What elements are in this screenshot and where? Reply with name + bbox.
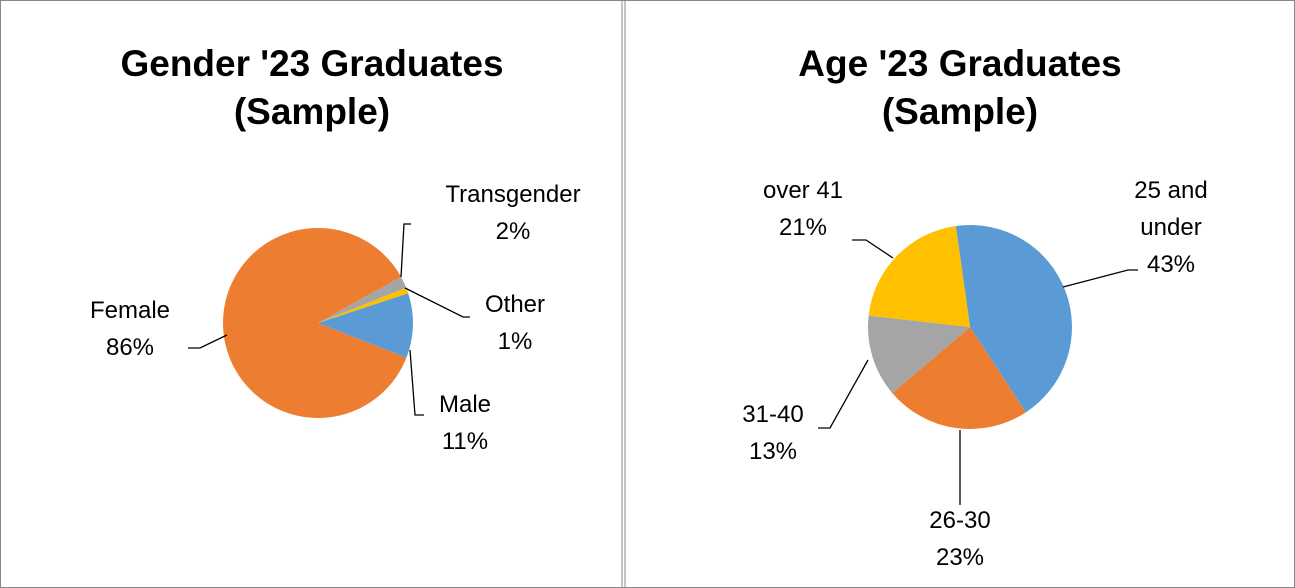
data-label: 26-30 23% (929, 502, 990, 576)
category-label: Male (438, 391, 492, 418)
leader-line (818, 359, 869, 429)
value-label: 23% (935, 544, 985, 571)
value-label: 1% (497, 328, 533, 355)
category-label: 25 and under (1134, 177, 1208, 241)
pie-slice (318, 293, 414, 358)
pie-slice (318, 287, 409, 323)
pie-slice (223, 228, 407, 419)
value-label: 86% (105, 334, 155, 361)
pie-slice (868, 315, 970, 394)
pie-slice (868, 225, 970, 327)
category-label: Female (89, 297, 171, 324)
data-label: Female 86% (90, 292, 170, 366)
data-label: Transgender 2% (445, 176, 580, 250)
leader-line (188, 334, 228, 349)
leader-line (409, 349, 424, 416)
category-label: Transgender (445, 181, 581, 208)
leader-line (852, 239, 894, 259)
value-label: 2% (495, 218, 531, 245)
value-label: 11% (441, 428, 489, 455)
category-label: 31-40 (742, 401, 804, 428)
value-label: 13% (748, 438, 798, 465)
pie-slice (955, 225, 1072, 413)
category-label: 26-30 (929, 507, 991, 534)
data-label: over 41 21% (763, 172, 843, 246)
category-label: Other (484, 291, 546, 318)
value-label: 21% (778, 214, 828, 241)
data-label: 25 and under 43% (1116, 172, 1226, 283)
data-label: Other 1% (485, 286, 545, 360)
pie-slice (318, 276, 407, 323)
leader-line (404, 287, 470, 318)
leader-line (400, 223, 411, 278)
chart-title: Gender '23 Graduates (Sample) (120, 43, 504, 132)
leader-line (1062, 269, 1138, 288)
category-label: over 41 (762, 177, 844, 204)
pie-slice (892, 327, 1026, 430)
value-label: 43% (1146, 251, 1196, 278)
data-label: Male 11% (439, 386, 491, 460)
data-label: 31-40 13% (742, 396, 803, 470)
chart-title: Age '23 Graduates (Sample) (798, 43, 1122, 132)
